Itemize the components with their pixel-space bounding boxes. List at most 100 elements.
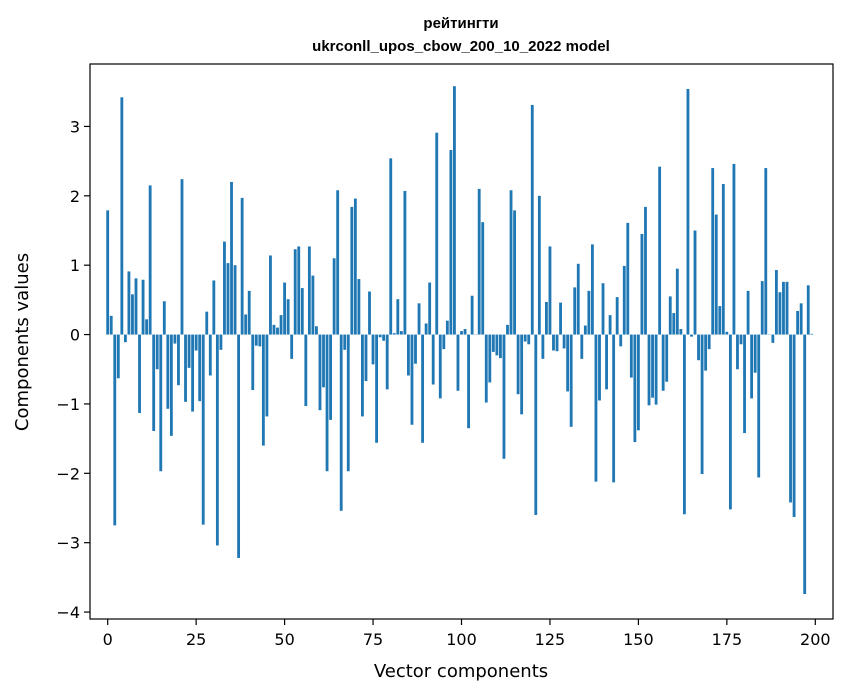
bars-group [106, 86, 814, 595]
bar [502, 334, 506, 459]
bar [739, 334, 743, 345]
bar [410, 334, 414, 425]
bar [679, 329, 683, 335]
bar [530, 104, 534, 335]
bar [548, 246, 552, 335]
bar [746, 290, 750, 335]
bar [435, 132, 439, 335]
bar [541, 334, 545, 359]
bar [251, 334, 255, 391]
bar [711, 168, 715, 335]
bar [774, 270, 778, 335]
bar [148, 185, 152, 335]
bar [537, 195, 541, 335]
bar [619, 334, 623, 347]
bar [658, 166, 662, 335]
bar [654, 334, 658, 405]
bar [307, 246, 311, 335]
y-tick-label: −1 [56, 395, 80, 414]
bar [622, 265, 626, 335]
bar [488, 334, 492, 383]
bar [736, 334, 739, 370]
bar [357, 279, 361, 335]
bar [615, 297, 619, 335]
bar [329, 334, 333, 420]
bar [127, 271, 131, 335]
bar [106, 210, 110, 335]
bar [424, 323, 428, 335]
bar [353, 198, 357, 335]
bar [608, 315, 612, 335]
bar [212, 280, 216, 335]
bar [177, 334, 180, 386]
bar [152, 334, 156, 431]
bar [750, 334, 754, 399]
bar [732, 163, 736, 335]
x-tick-label: 175 [712, 630, 743, 649]
bar [293, 249, 297, 335]
bar [470, 295, 474, 335]
bar [205, 311, 209, 335]
bar [438, 334, 442, 399]
bar [647, 334, 651, 406]
bar [407, 334, 410, 376]
bar [382, 334, 386, 341]
bar [693, 230, 697, 335]
bar [350, 206, 354, 335]
plot-frame [89, 63, 834, 620]
bar [131, 294, 134, 335]
bar [686, 88, 690, 335]
bar [184, 334, 187, 402]
bar [718, 306, 722, 335]
bar [226, 263, 230, 335]
bar [725, 331, 729, 335]
bar [782, 281, 785, 335]
bar [417, 303, 421, 335]
bar [707, 334, 711, 350]
bar [700, 334, 704, 475]
x-tick-label: 50 [274, 630, 294, 649]
bar [566, 334, 570, 392]
bar [633, 334, 637, 443]
bar [523, 334, 527, 342]
bar [644, 206, 647, 335]
bar [594, 334, 598, 482]
bar [675, 268, 679, 335]
bar [580, 334, 584, 359]
bar [743, 334, 746, 434]
bar [544, 301, 548, 335]
bar [714, 214, 718, 335]
bar [626, 222, 630, 335]
bar [555, 334, 559, 352]
bar [297, 246, 301, 335]
x-tick-label: 75 [363, 630, 383, 649]
bar [810, 333, 814, 335]
bar [431, 334, 435, 385]
bar [276, 327, 279, 335]
bar [155, 334, 159, 370]
y-tick-label: −4 [56, 603, 80, 622]
bar [385, 334, 389, 390]
y-tick-label: 0 [70, 326, 80, 345]
bar [460, 331, 463, 335]
bar [665, 334, 669, 382]
x-axis-ticks: 0 25 50 75 100 125 150 175 200 [103, 619, 831, 649]
bar [290, 334, 294, 359]
bar [138, 334, 141, 413]
y-axis-label: Components values [12, 253, 33, 431]
bar [583, 325, 587, 335]
bar [346, 334, 350, 472]
bar [311, 275, 315, 335]
bar [527, 334, 531, 345]
bar [509, 190, 513, 335]
bar [198, 334, 202, 402]
bar [445, 320, 449, 335]
bar [396, 299, 400, 335]
x-tick-label: 25 [186, 630, 206, 649]
bar [598, 334, 601, 401]
bar [339, 334, 343, 511]
bar [803, 334, 807, 595]
bar [343, 334, 347, 350]
bar [697, 334, 700, 361]
bar [799, 303, 803, 335]
